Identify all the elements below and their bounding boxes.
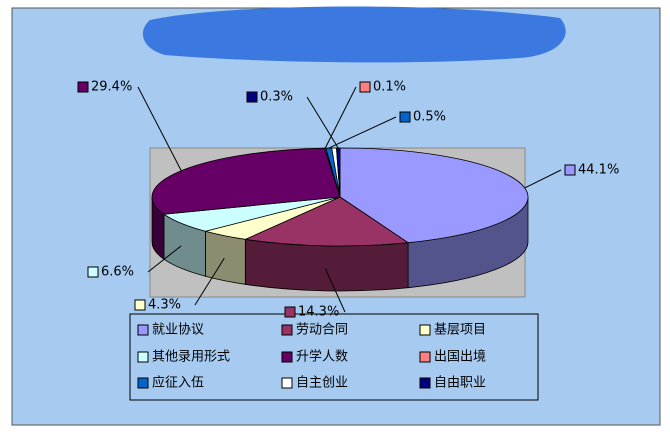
data-label: 0.3% xyxy=(260,90,293,105)
legend-swatch xyxy=(281,324,293,336)
redacted-title xyxy=(142,6,566,63)
legend-swatch xyxy=(419,324,431,336)
legend-label: 出国出境 xyxy=(434,350,486,365)
legend-label: 自主创业 xyxy=(296,376,348,391)
legend-swatch xyxy=(281,377,293,389)
label-swatch xyxy=(246,91,258,103)
legend-swatch xyxy=(137,377,149,389)
legend-box xyxy=(129,313,539,401)
data-label: 0.1% xyxy=(373,80,406,95)
data-label: 44.1% xyxy=(578,163,619,178)
label-swatch xyxy=(77,81,89,93)
label-swatch xyxy=(284,306,296,318)
legend-swatch xyxy=(419,377,431,389)
data-label: 29.4% xyxy=(91,80,132,95)
leader-line xyxy=(147,245,182,273)
legend-swatch xyxy=(137,351,149,363)
legend-label: 升学人数 xyxy=(296,349,348,365)
leader-line xyxy=(324,268,346,313)
label-swatch xyxy=(87,266,99,278)
legend-label: 劳动合同 xyxy=(296,322,348,338)
leader-line xyxy=(137,86,182,171)
legend-label: 就业协议 xyxy=(152,323,204,338)
legend-swatch xyxy=(137,324,149,336)
label-swatch xyxy=(564,164,576,176)
data-label: 0.5% xyxy=(413,110,446,125)
leader-line xyxy=(306,96,339,149)
slice-side xyxy=(205,230,246,285)
data-label: 14.3% xyxy=(298,305,339,320)
leader-line xyxy=(524,169,562,189)
slice-side xyxy=(244,238,409,292)
legend-label: 自由职业 xyxy=(434,376,486,391)
slice xyxy=(243,196,410,247)
legend-label: 基层项目 xyxy=(434,323,486,338)
data-label: 6.6% xyxy=(101,265,134,280)
leader-line xyxy=(194,257,225,306)
legend-label: 其他录用形式 xyxy=(152,350,230,365)
data-label: 4.3% xyxy=(148,298,181,313)
leader-line xyxy=(324,86,357,149)
label-swatch xyxy=(134,299,146,311)
legend-label: 应征入伍 xyxy=(152,375,204,391)
slice xyxy=(151,147,341,215)
label-swatch xyxy=(359,81,371,93)
slice xyxy=(339,147,529,244)
legend-swatch xyxy=(419,351,431,363)
leader-line xyxy=(328,116,397,149)
label-swatch xyxy=(399,111,411,123)
legend-swatch xyxy=(281,351,293,363)
